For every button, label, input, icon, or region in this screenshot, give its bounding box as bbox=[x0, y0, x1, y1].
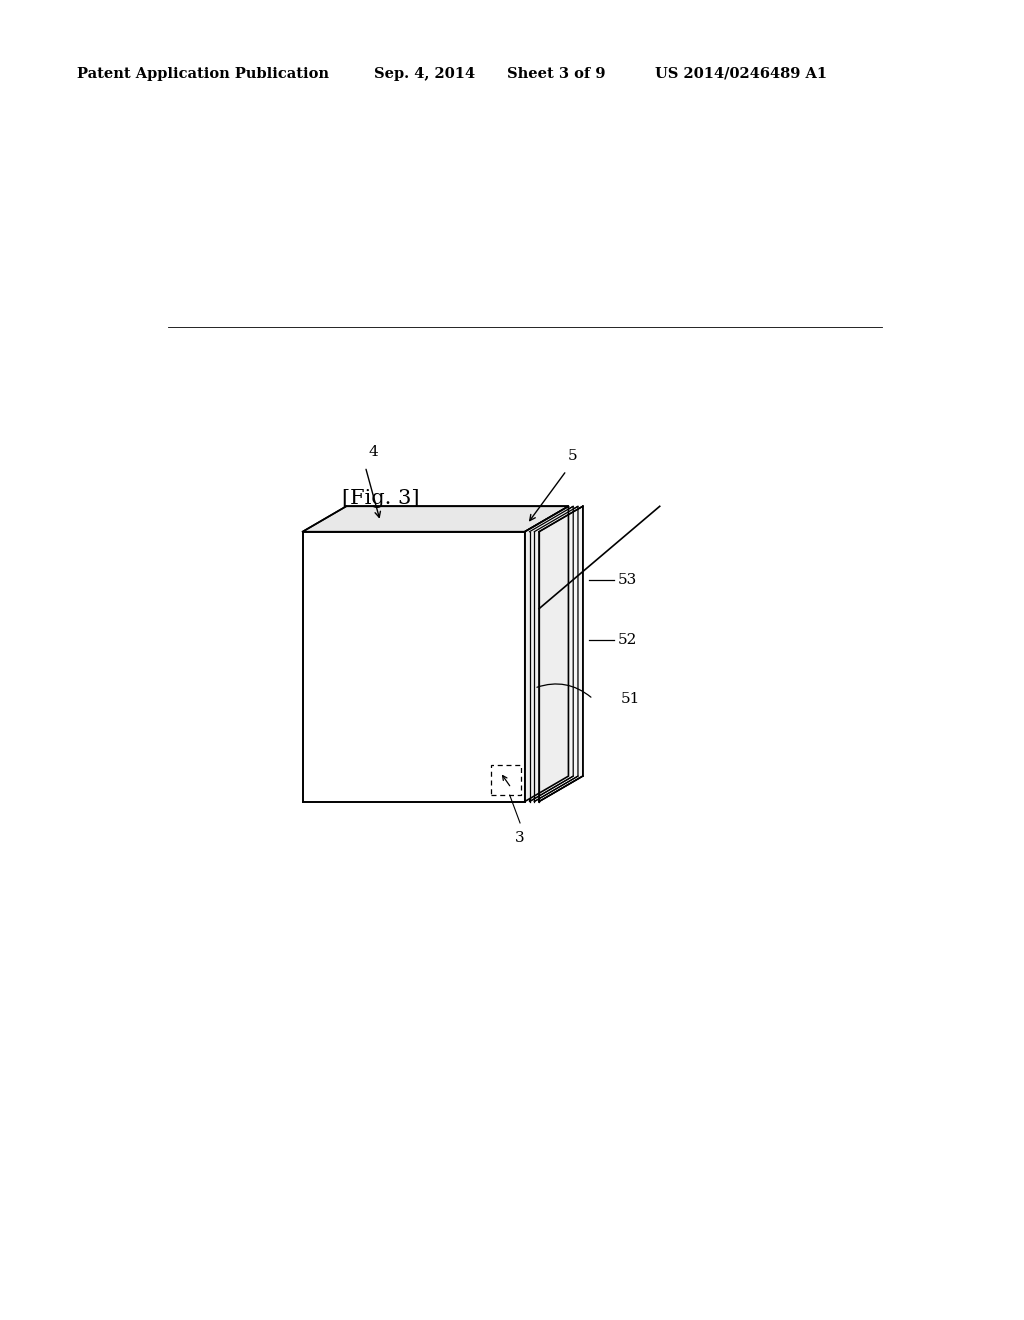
Text: 51: 51 bbox=[621, 692, 640, 706]
Text: 3: 3 bbox=[515, 830, 525, 845]
Text: 4: 4 bbox=[369, 445, 378, 458]
Text: Patent Application Publication: Patent Application Publication bbox=[77, 67, 329, 81]
Text: 52: 52 bbox=[617, 632, 637, 647]
Polygon shape bbox=[535, 507, 578, 801]
Text: 53: 53 bbox=[617, 573, 637, 587]
Polygon shape bbox=[529, 507, 573, 801]
Text: US 2014/0246489 A1: US 2014/0246489 A1 bbox=[655, 67, 827, 81]
Bar bbox=[490, 766, 521, 795]
Polygon shape bbox=[303, 532, 524, 801]
Text: [Fig. 3]: [Fig. 3] bbox=[342, 488, 420, 508]
Text: Sep. 4, 2014: Sep. 4, 2014 bbox=[374, 67, 475, 81]
Polygon shape bbox=[539, 507, 583, 801]
Text: Sheet 3 of 9: Sheet 3 of 9 bbox=[507, 67, 605, 81]
Polygon shape bbox=[524, 507, 568, 801]
Polygon shape bbox=[303, 507, 568, 532]
Text: 5: 5 bbox=[568, 449, 578, 462]
